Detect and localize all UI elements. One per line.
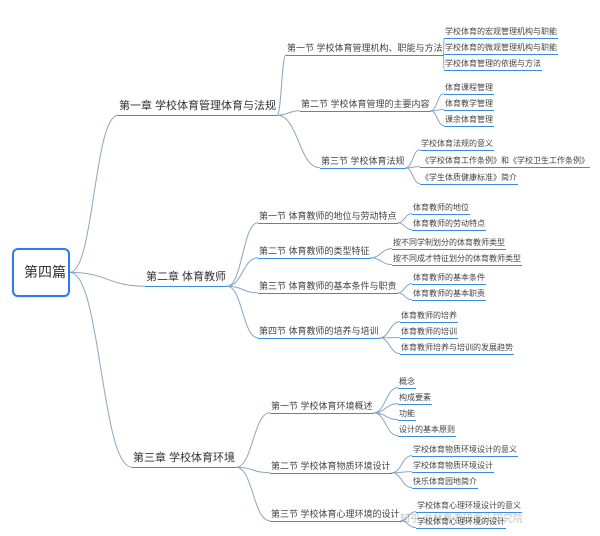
mindmap-node-c2s2b: 按不同成才特征划分的体育教师类型 <box>392 253 522 266</box>
watermark-text: 知乎 @林育考研零头研究院 <box>400 510 523 525</box>
mindmap-node-c1s2: 第二节 学校体育管理的主要内容 <box>300 98 431 112</box>
mindmap-node-c1s1c: 学校体育管理的依据与方法 <box>444 58 542 71</box>
mindmap-node-c2s4b: 体育教师的培训 <box>400 326 458 339</box>
mindmap-node-root: 第四篇 <box>12 248 70 297</box>
mindmap-node-c2s3a: 体育教师的基本条件 <box>412 272 486 285</box>
mindmap-node-c2: 第二章 体育教师 <box>145 269 227 287</box>
mindmap-node-c2s4c: 体育教师培养与培训的发展趋势 <box>400 342 514 355</box>
mindmap-node-c3s2b: 学校体育物质环境设计 <box>412 460 494 473</box>
mindmap-node-c3s1: 第一节 学校体育环境概述 <box>270 400 374 414</box>
mindmap-node-c1: 第一章 学校体育管理体育与法规 <box>118 98 277 116</box>
mindmap-node-c3s3: 第三节 学校体育心理环境的设计 <box>270 508 401 522</box>
mindmap-node-c2s4: 第四节 体育教师的培养与培训 <box>258 325 380 339</box>
mindmap-node-c2s1: 第一节 体育教师的地位与劳动特点 <box>258 210 398 224</box>
mindmap-node-c1s2c: 课余体育管理 <box>444 114 494 127</box>
mindmap-node-c3s1c: 功能 <box>398 408 416 421</box>
mindmap-node-c2s1b: 体育教师的劳动特点 <box>412 218 486 231</box>
mindmap-node-c1s2a: 体育课程管理 <box>444 82 494 95</box>
mindmap-node-c1s1a: 学校体育的宏观管理机构与职能 <box>444 26 558 39</box>
mindmap-node-c2s3: 第三节 体育教师的基本条件与职责 <box>258 280 398 294</box>
mindmap-node-c3s2: 第二节 学校体育物质环境设计 <box>270 460 392 474</box>
mindmap-node-c1s3b: 《学校体育工作条例》和《学校卫生工作条例》 <box>420 155 590 168</box>
mindmap-node-c1s1b: 学校体育的微观管理机构与职能 <box>444 42 558 55</box>
mindmap-node-c2s1a: 体育教师的地位 <box>412 202 470 215</box>
mindmap-node-c2s4a: 体育教师的培养 <box>400 310 458 323</box>
mindmap-node-c2s2a: 按不同学制划分的体育教师类型 <box>392 237 506 250</box>
mindmap-node-c3s1a: 概念 <box>398 376 416 389</box>
mindmap-node-c3s1b: 构成要素 <box>398 392 432 405</box>
mindmap-node-c1s2b: 体育教学管理 <box>444 98 494 111</box>
mindmap-node-c1s3a: 学校体育法规的意义 <box>420 138 494 151</box>
mindmap-node-c3s2a: 学校体育物质环境设计的意义 <box>412 444 518 457</box>
mindmap-node-c3s2c: 快乐体育园地简介 <box>412 476 478 489</box>
mindmap-node-c1s3c: 《学生体质健康标准》简介 <box>420 172 518 185</box>
mindmap-node-c2s2: 第二节 体育教师的类型特征 <box>258 245 371 259</box>
mindmap-node-c2s3b: 体育教师的基本职责 <box>412 288 486 301</box>
mindmap-node-c3s1d: 设计的基本原则 <box>398 424 456 437</box>
mindmap-node-c3: 第三章 学校体育环境 <box>132 450 236 468</box>
mindmap-node-c1s1: 第一节 学校体育管理机构、职能与方法 <box>286 42 444 56</box>
mindmap-node-c1s3: 第三节 学校体育法规 <box>320 155 406 169</box>
